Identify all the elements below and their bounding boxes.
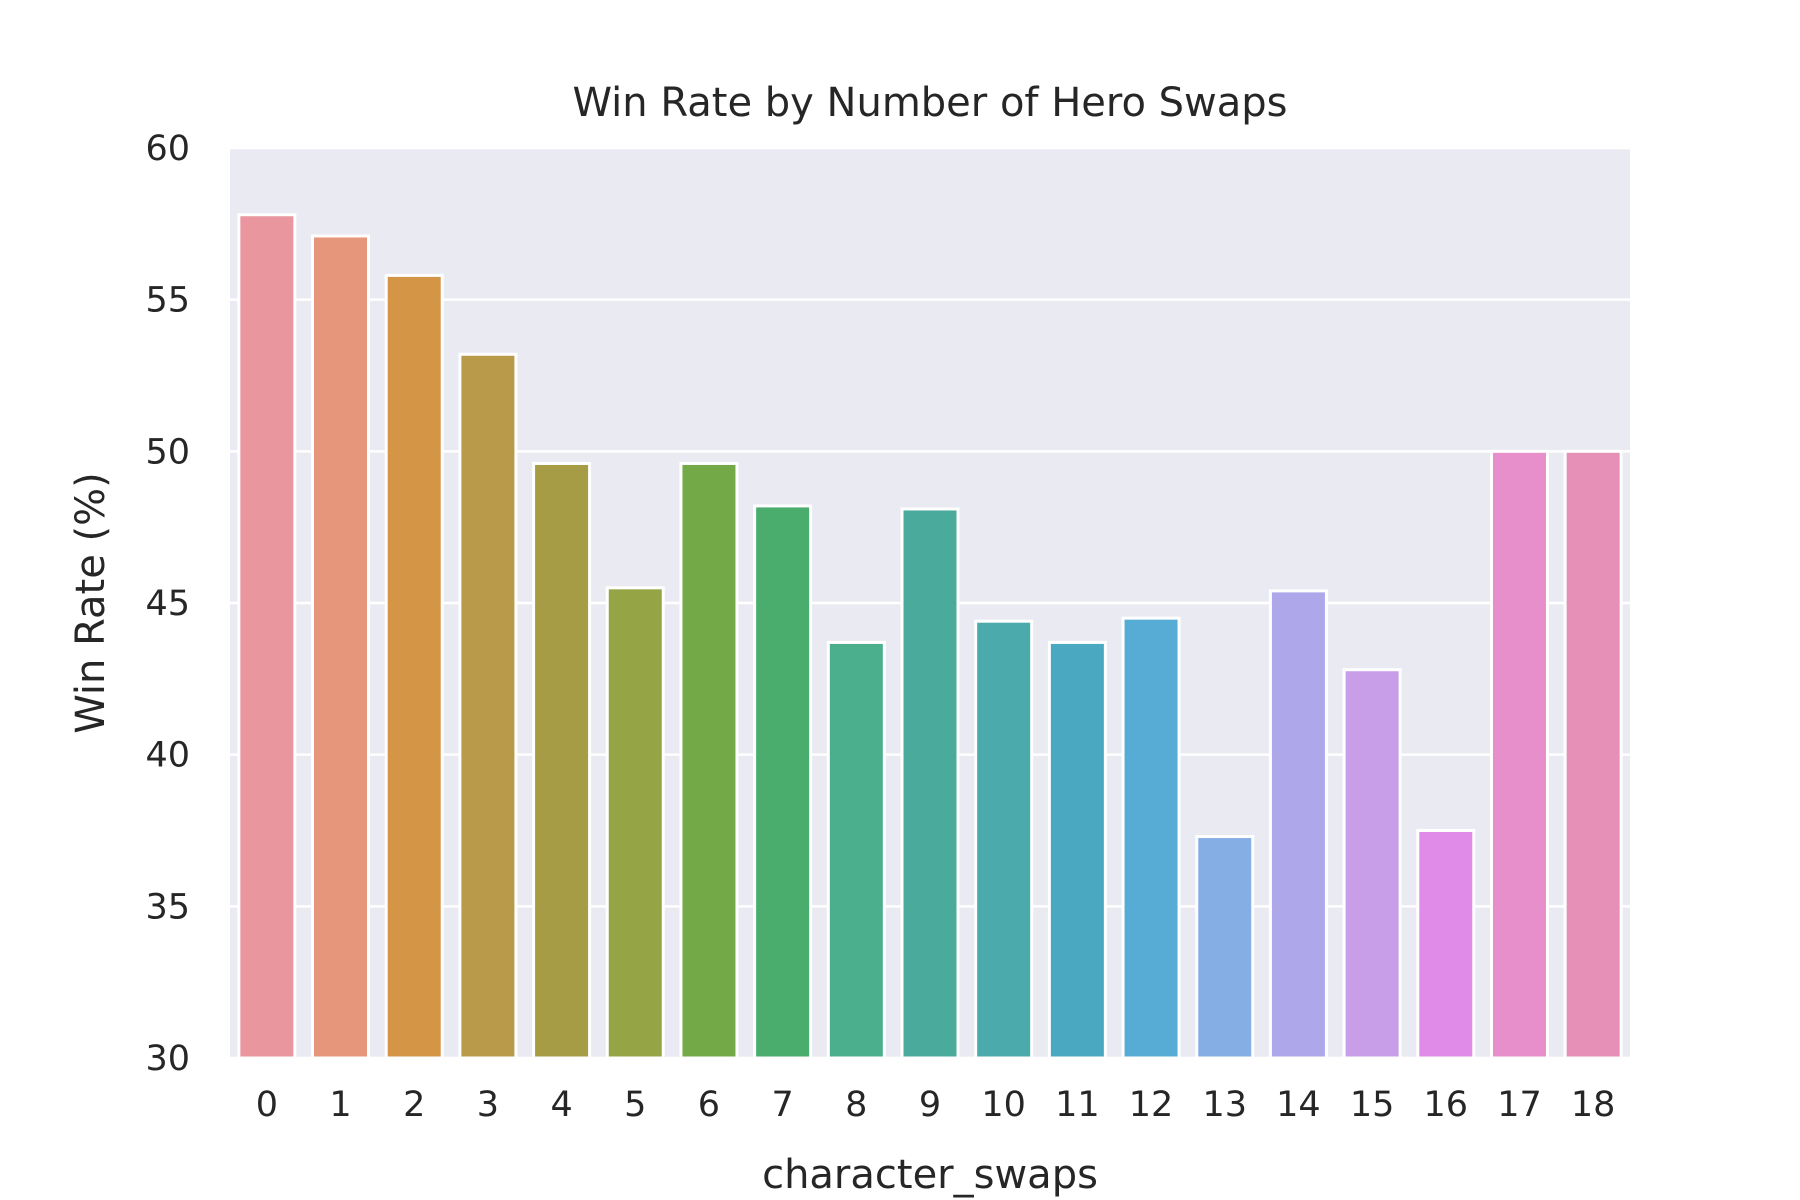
x-tick-label: 4	[550, 1085, 572, 1125]
x-tick-label: 3	[477, 1085, 499, 1125]
bar-10	[974, 619, 1034, 1060]
bar-13	[1195, 835, 1255, 1060]
x-tick-label: 9	[919, 1085, 941, 1125]
y-tick-label: 30	[145, 1039, 190, 1079]
x-tick-label: 14	[1276, 1085, 1321, 1125]
x-tick-label: 12	[1129, 1085, 1174, 1125]
x-axis-label: character_swaps	[762, 1152, 1098, 1198]
bar-15	[1342, 668, 1402, 1060]
x-tick-label: 16	[1424, 1085, 1469, 1125]
x-tick-label: 1	[329, 1085, 351, 1125]
y-tick-label: 45	[145, 584, 190, 624]
bar-4	[532, 461, 592, 1060]
bar-9	[900, 507, 960, 1060]
x-tick-label: 15	[1350, 1085, 1395, 1125]
y-tick-label: 55	[145, 281, 190, 321]
bar-12	[1121, 616, 1181, 1060]
x-tick-label: 2	[403, 1085, 425, 1125]
bar-14	[1268, 589, 1328, 1060]
bar-5	[605, 586, 665, 1060]
bar-1	[311, 234, 371, 1060]
bar-6	[679, 461, 739, 1060]
y-tick-label: 35	[145, 887, 190, 927]
x-tick-label: 7	[771, 1085, 793, 1125]
x-tick-label: 17	[1497, 1085, 1542, 1125]
bar-2	[384, 273, 444, 1060]
x-tick-label: 5	[624, 1085, 646, 1125]
chart-title: Win Rate by Number of Hero Swaps	[572, 80, 1287, 126]
bar-0	[237, 213, 297, 1060]
bar-7	[753, 504, 813, 1060]
bar-3	[458, 352, 518, 1060]
bar-18	[1563, 449, 1623, 1060]
x-tick-labels: 0 1 2 3 4 5 6 7 8 9 10 11 12 13 14 15 16 17 18	[256, 1085, 1616, 1125]
y-tick-labels: 30 35 40 45 50 55 60	[145, 129, 190, 1079]
bar-16	[1416, 829, 1476, 1060]
x-tick-label: 18	[1571, 1085, 1616, 1125]
bar-11	[1047, 640, 1107, 1060]
bar-8	[826, 640, 886, 1060]
bar-17	[1489, 449, 1549, 1060]
x-tick-label: 10	[981, 1085, 1026, 1125]
x-tick-label: 6	[698, 1085, 720, 1125]
x-tick-label: 13	[1202, 1085, 1247, 1125]
y-tick-label: 50	[145, 432, 190, 472]
x-tick-label: 8	[845, 1085, 867, 1125]
x-tick-label: 0	[256, 1085, 278, 1125]
y-tick-label: 60	[145, 129, 190, 169]
x-tick-label: 11	[1055, 1085, 1100, 1125]
y-tick-label: 40	[145, 736, 190, 776]
y-axis-label: Win Rate (%)	[68, 472, 114, 734]
bars	[237, 213, 1623, 1060]
